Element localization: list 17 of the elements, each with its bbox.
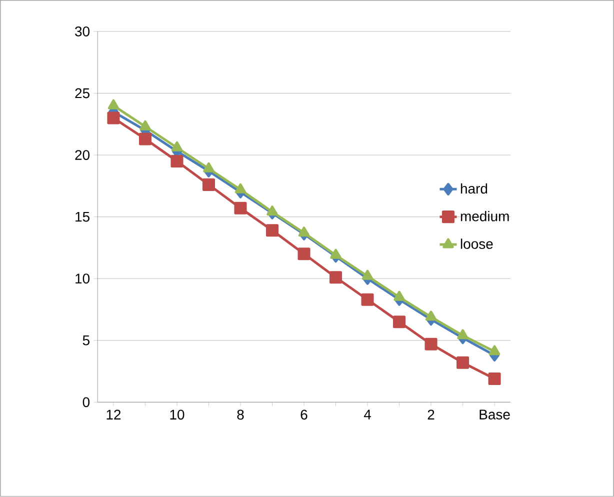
x-tick-label: 12 [106,410,121,420]
x-tick-label: 2 [428,410,434,420]
x-tick-label: 6 [300,410,308,420]
x-tick-label: 10 [170,410,184,420]
y-tick-label: 30 [75,26,90,37]
y-tick-label: 15 [76,212,90,222]
legend-label: hard [460,183,488,194]
legend-label: loose [460,238,493,250]
y-tick-label: 5 [82,336,90,346]
x-tick-label: 8 [237,410,244,420]
x-tick-label: Base [480,410,510,420]
y-tick-label: 20 [75,150,90,160]
legend-label: medium [460,211,509,222]
y-tick-label: 0 [82,397,90,408]
y-tick-label: 10 [76,274,90,284]
y-tick-label: 25 [75,88,90,98]
x-tick-label: 4 [364,410,371,420]
